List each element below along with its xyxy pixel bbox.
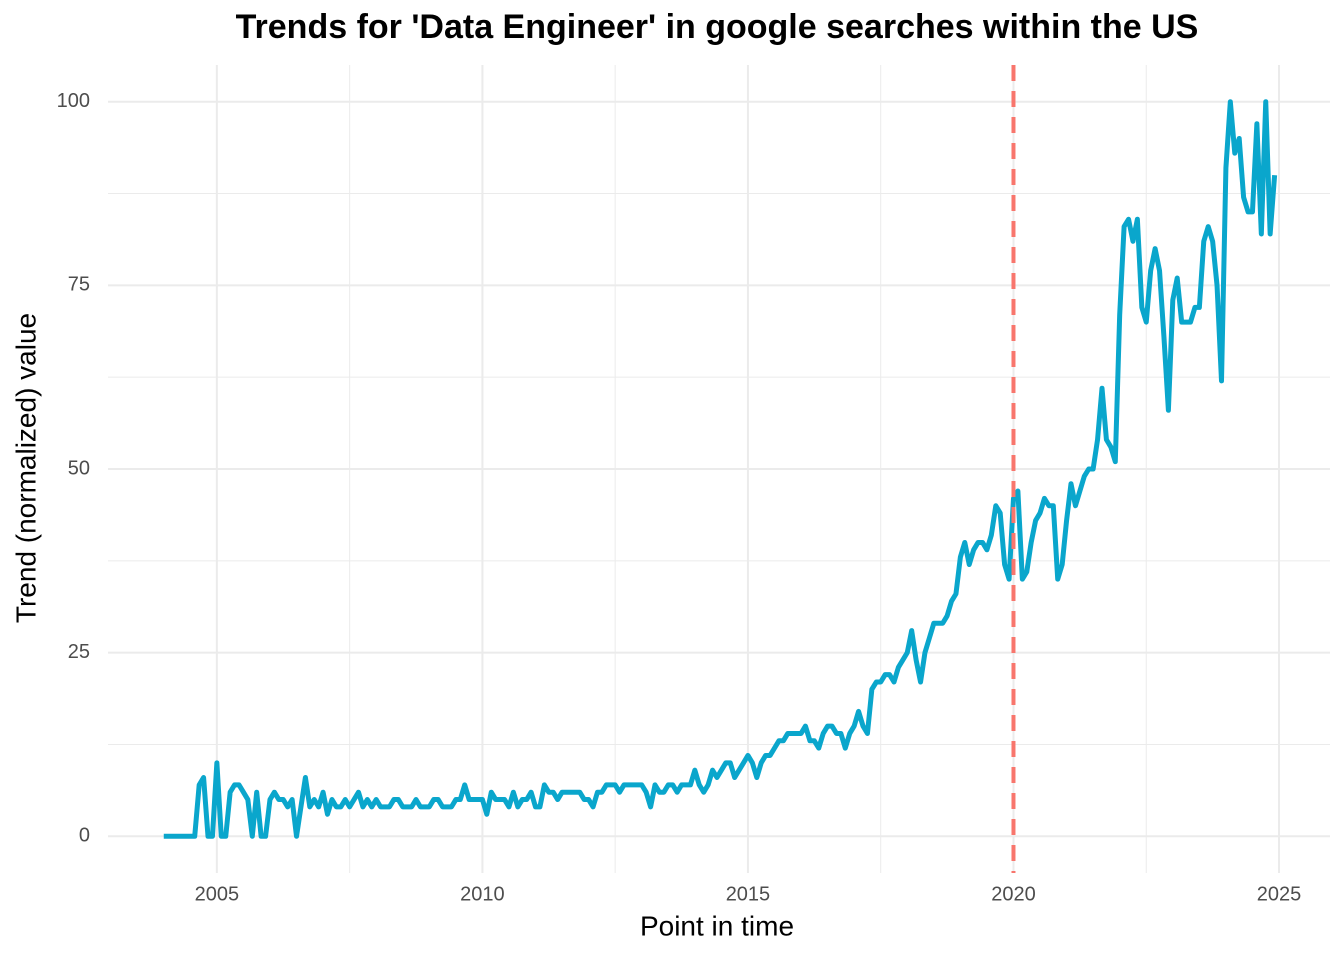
data-line — [163, 99, 1278, 839]
y-tick-label: 75 — [68, 274, 90, 296]
y-tick-label: 100 — [57, 90, 90, 112]
x-tick-label: 2010 — [460, 883, 505, 905]
y-tick-label: 0 — [79, 825, 90, 847]
y-tick-label: 50 — [68, 457, 90, 479]
y-axis-label: Trend (normalized) value — [10, 313, 41, 623]
x-tick-label: 2005 — [195, 883, 240, 905]
y-tick-label: 25 — [68, 641, 90, 663]
x-tick-label: 2015 — [726, 883, 771, 905]
x-axis-label: Point in time — [640, 910, 794, 941]
chart-title: Trends for 'Data Engineer' in google sea… — [236, 8, 1199, 46]
x-tick-label: 2025 — [1257, 883, 1302, 905]
x-tick-label: 2020 — [991, 883, 1036, 905]
